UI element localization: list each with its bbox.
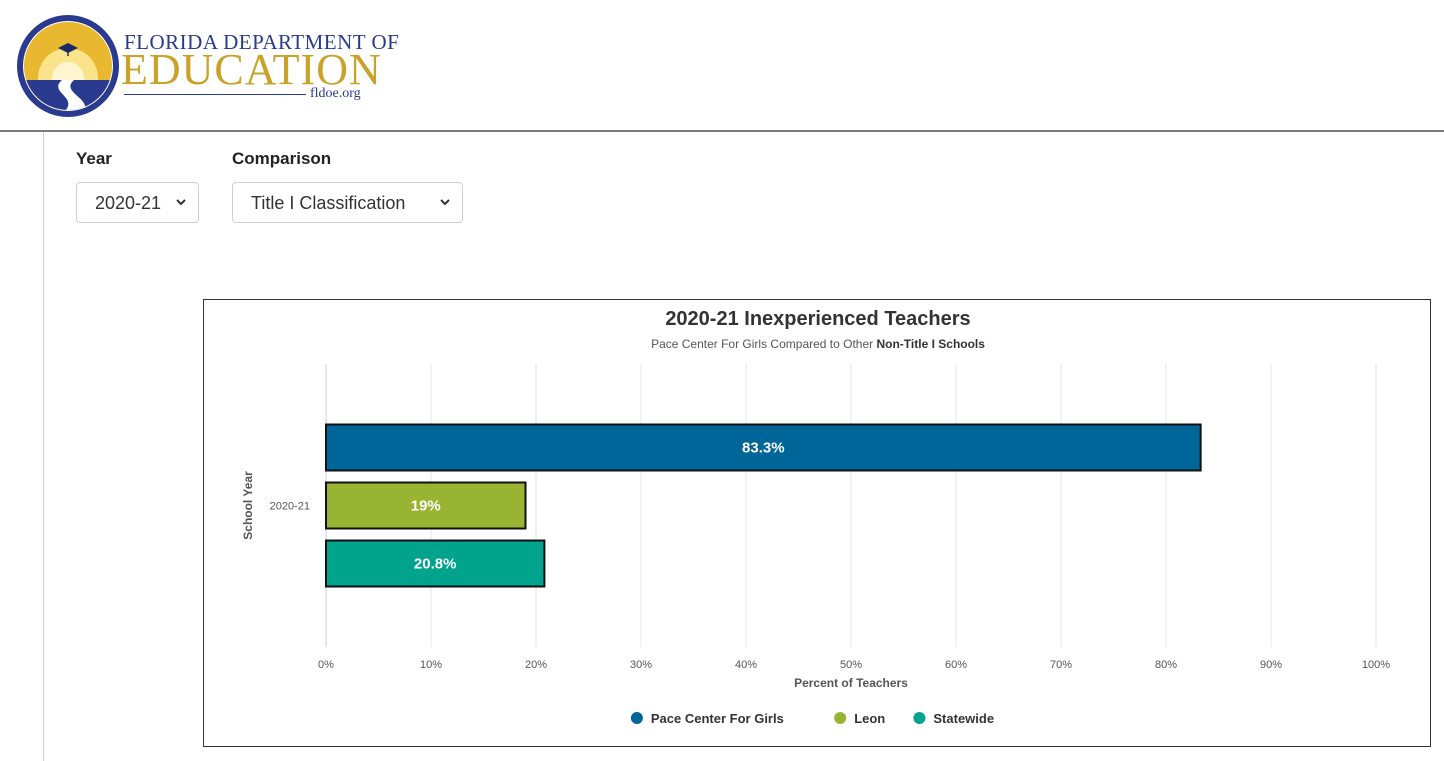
legend-item-label[interactable]: Pace Center For Girls	[651, 711, 784, 726]
x-axis-title: Percent of Teachers	[794, 676, 908, 690]
legend-marker-icon[interactable]	[834, 712, 847, 724]
y-tick-label: 2020-21	[270, 501, 310, 513]
year-select[interactable]: 2020-21	[76, 182, 199, 223]
year-select-value: 2020-21	[95, 193, 162, 213]
chart-subtitle-text: Pace Center For Girls Compared to Other	[651, 337, 877, 351]
x-tick-label: 30%	[630, 659, 652, 671]
fldoe-seal-icon[interactable]	[16, 14, 120, 118]
bar-leon[interactable]	[325, 481, 527, 530]
chevron-down-icon	[176, 199, 186, 206]
x-tick-label: 0%	[318, 659, 334, 671]
comparison-select-value: Title I Classification	[251, 193, 406, 213]
logo-url[interactable]: fldoe.org	[310, 86, 361, 101]
left-border	[43, 132, 44, 761]
x-tick-label: 90%	[1260, 659, 1282, 671]
chart-subtitle: Pace Center For Girls Compared to Other …	[204, 337, 1432, 351]
bar-chart: 0% 10% 20% 30% 40% 50% 60% 70% 80% 90% 100% 83.3% 19…	[241, 364, 1390, 726]
y-axis-title: School Year	[241, 471, 255, 540]
year-label: Year	[76, 149, 112, 168]
chevron-down-icon	[440, 199, 450, 206]
x-tick-label: 40%	[735, 659, 757, 671]
x-tick-label: 20%	[525, 659, 547, 671]
chart-subtitle-emphasis: Non-Title I Schools	[876, 337, 985, 351]
comparison-select[interactable]: Title I Classification	[232, 182, 463, 223]
chart-title: 2020-21 Inexperienced Teachers	[665, 308, 971, 330]
x-tick-label: 50%	[840, 659, 862, 671]
x-tick-label: 80%	[1155, 659, 1177, 671]
legend-item-label[interactable]: Statewide	[933, 711, 994, 726]
bar-data-label: 19%	[411, 498, 441, 515]
logo-line2: EDUCATION	[121, 45, 382, 94]
bar-pace-center-for-girls[interactable]	[325, 423, 1202, 472]
legend-item-label[interactable]: Leon	[854, 711, 885, 726]
x-tick-label: 100%	[1362, 659, 1390, 671]
logo-divider	[124, 94, 306, 95]
comparison-label: Comparison	[232, 149, 332, 168]
bar-statewide[interactable]	[325, 539, 546, 588]
chart-container: 2020-21 Inexperienced Teachers Pace Cent…	[203, 299, 1431, 747]
bar-data-label: 20.8%	[414, 556, 457, 573]
legend-marker-icon[interactable]	[913, 712, 926, 724]
legend-marker-icon[interactable]	[630, 712, 643, 724]
x-tick-label: 10%	[420, 659, 442, 671]
site-header: FLORIDA DEPARTMENT OF EDUCATION fldoe.or…	[0, 0, 1444, 132]
x-tick-label: 70%	[1050, 659, 1072, 671]
logo-line1: FLORIDA DEPARTMENT OF	[124, 30, 400, 54]
bar-data-label: 83.3%	[742, 440, 785, 457]
x-tick-label: 60%	[945, 659, 967, 671]
